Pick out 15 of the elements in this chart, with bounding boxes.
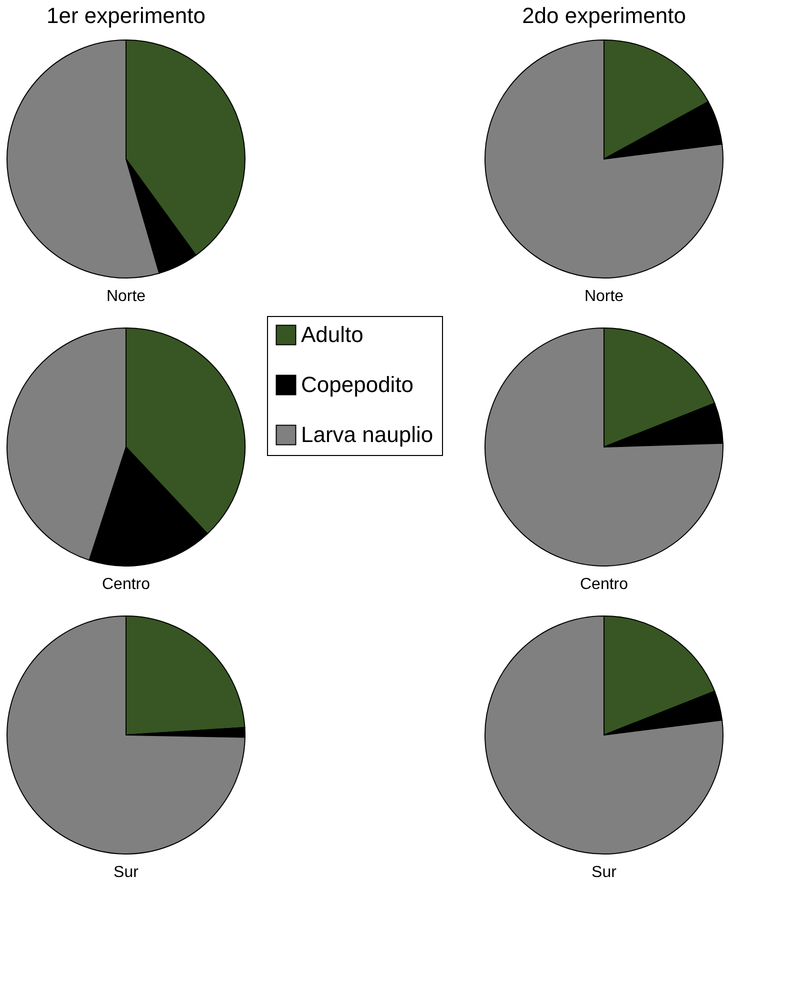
pie-slice xyxy=(6,616,246,854)
text: Sur xyxy=(114,864,140,881)
pie-slice xyxy=(484,328,724,566)
chart-title: 1er experimento xyxy=(46,3,206,28)
legend-label: Larva nauplio xyxy=(301,422,434,447)
pie-slice xyxy=(484,40,724,278)
text: Centro xyxy=(102,576,150,593)
text: Centro xyxy=(580,576,628,593)
text: Norte xyxy=(106,288,146,305)
pie-slice xyxy=(484,616,724,854)
chart-title: 2do experimento xyxy=(522,3,686,28)
text: Norte xyxy=(584,288,624,305)
legend-label: Copepodito xyxy=(301,372,414,397)
legend-label: Adulto xyxy=(301,322,364,347)
text: Sur xyxy=(592,864,618,881)
